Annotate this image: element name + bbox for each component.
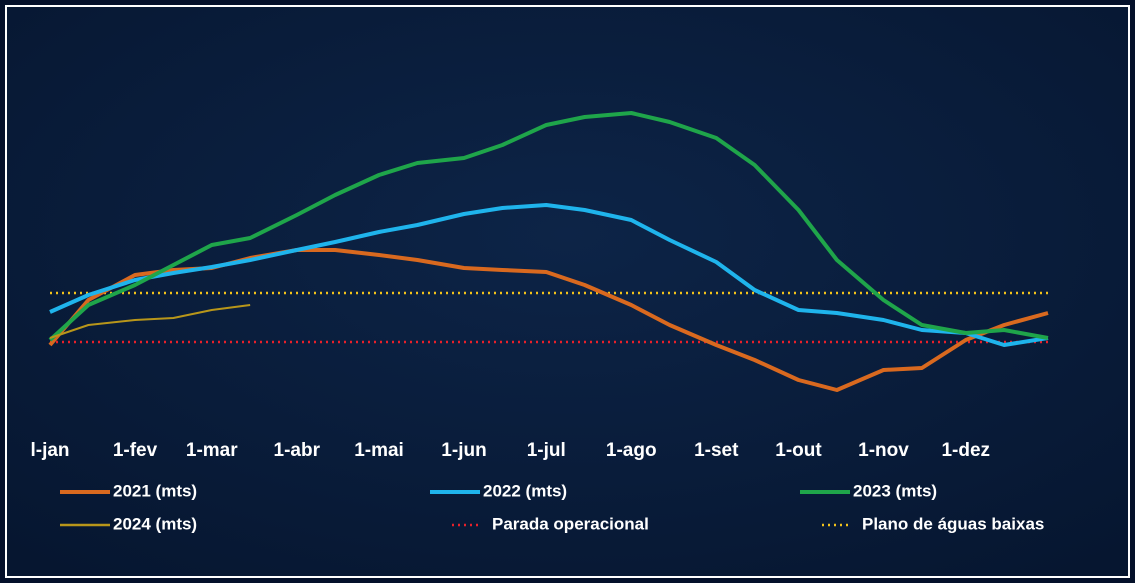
x-tick-label: 1-mai <box>354 440 404 461</box>
legend-label: 2024 (mts) <box>113 514 197 533</box>
legend-label: Plano de águas baixas <box>862 514 1044 533</box>
x-tick-label: 1-ago <box>606 440 657 461</box>
series-line <box>49 304 251 339</box>
x-tick-label: 1-out <box>775 440 822 461</box>
legend-label: Parada operacional <box>492 514 649 533</box>
x-tick-label: 1-abr <box>274 440 321 461</box>
legend-label: 2022 (mts) <box>483 481 567 500</box>
x-tick-label: 1-set <box>694 440 739 461</box>
x-tick-label: 1-nov <box>858 440 909 461</box>
legend-label: 2021 (mts) <box>113 481 197 500</box>
x-tick-label: 1-jul <box>527 440 566 461</box>
x-tick-label: 1-fev <box>113 440 158 461</box>
legend-label: 2023 (mts) <box>853 481 937 500</box>
chart-frame <box>5 5 1130 578</box>
x-tick-label: 1-mar <box>186 440 238 461</box>
series-line <box>48 111 1049 342</box>
x-tick-label: 1-dez <box>941 440 990 461</box>
series-line <box>49 203 1049 347</box>
x-tick-label: 1-jun <box>441 440 486 461</box>
x-tick-label: l-jan <box>30 440 69 461</box>
